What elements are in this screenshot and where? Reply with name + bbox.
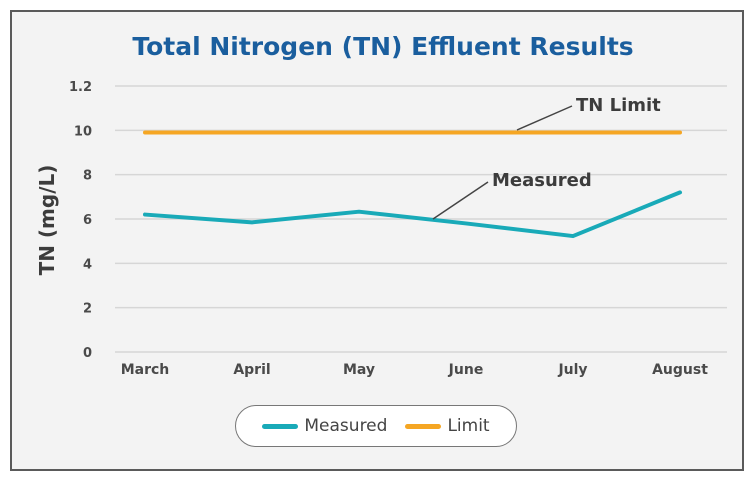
tn-limit-leader-line [516, 105, 573, 131]
y-tick-label: 4 [83, 257, 92, 272]
legend-label: Limit [447, 416, 490, 436]
legend-item-measured: Measured [262, 416, 387, 436]
y-tick-label: 8 [83, 169, 92, 184]
y-tick-label: 2 [83, 302, 92, 317]
measured-swatch [262, 423, 299, 429]
y-tick-label: 0 [83, 346, 92, 361]
measured-leader-line [432, 181, 489, 220]
legend-label: Measured [304, 416, 388, 436]
y-tick-label: 1.2 [69, 80, 92, 95]
limit-swatch [405, 423, 442, 429]
measured-annotation: Measured [492, 170, 592, 191]
x-category-label: March [121, 362, 170, 378]
legend: Measured Limit [235, 405, 517, 447]
x-category-label: July [557, 362, 587, 378]
tn-limit-annotation: TN Limit [576, 95, 661, 116]
y-tick-label: 6 [83, 213, 92, 228]
y-axis-label: TN (mg/L) [35, 165, 59, 276]
x-category-label: June [448, 362, 484, 378]
chart-title: Total Nitrogen (TN) Effluent Results [132, 32, 633, 61]
x-category-label: August [652, 362, 708, 378]
y-tick-label: 10 [74, 124, 92, 139]
legend-item-limit: Limit [405, 416, 490, 436]
x-category-label: April [233, 362, 270, 378]
chart-frame [10, 10, 744, 471]
measured-series-line [143, 190, 682, 239]
x-category-label: May [343, 362, 375, 378]
